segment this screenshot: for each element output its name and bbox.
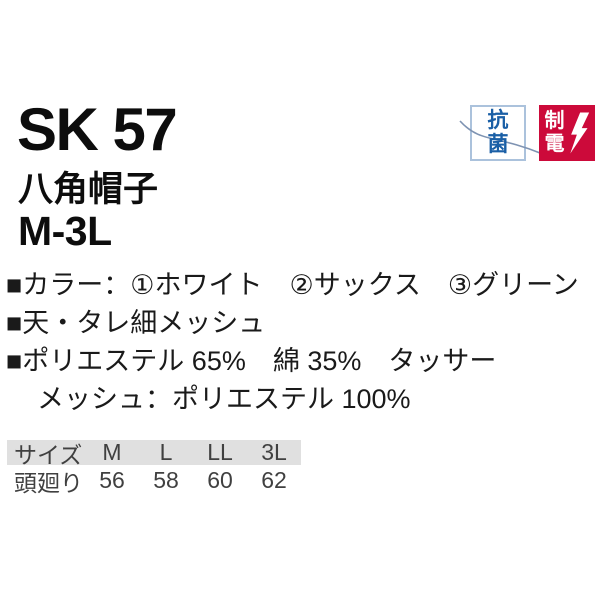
spec-list: ■カラー：①ホワイト ②サックス ③グリーン ■天・タレ細メッシュ ■ポリエステ…	[6, 266, 598, 418]
wave-line-icon	[459, 120, 541, 154]
antibacterial-badge: 抗 菌	[459, 105, 541, 161]
antistatic-badge-label: 制 電	[544, 110, 565, 155]
product-code: SK 57	[17, 96, 178, 163]
spec-line-mesh-material: メッシュ：ポリエステル 100%	[37, 384, 411, 414]
spec-line-color: ■カラー：①ホワイト ②サックス ③グリーン	[6, 270, 579, 300]
size-table-value-ll: 60	[207, 467, 233, 493]
lightning-icon	[569, 112, 589, 154]
size-table-header-ll: LL	[207, 439, 233, 465]
product-size-range: M-3L	[18, 208, 112, 254]
size-table-header-m: M	[102, 439, 122, 465]
antibacterial-badge-label: 抗 菌	[487, 109, 509, 156]
size-table-header-3l: 3L	[261, 439, 287, 465]
size-table-value-3l: 62	[261, 467, 287, 493]
size-table-header-size: サイズ	[14, 441, 83, 468]
spec-line-mesh: ■天・タレ細メッシュ	[6, 308, 266, 338]
size-table-row-label: 頭廻り	[14, 469, 83, 496]
size-table-row-head-circumference: 頭廻り 56 58 60 62	[7, 465, 301, 496]
size-table-header-l: L	[159, 439, 173, 465]
certification-badges: 抗 菌 制 電	[459, 105, 595, 161]
size-table-value-l: 58	[153, 467, 179, 493]
antistatic-badge: 制 電	[539, 105, 595, 161]
spec-line-material: ■ポリエステル 65% 綿 35% タッサー	[6, 346, 497, 376]
size-table: サイズ M L LL 3L 頭廻り 56 58 60 62	[7, 439, 301, 496]
size-table-header-row: サイズ M L LL 3L	[7, 439, 301, 468]
size-table-value-m: 56	[99, 467, 125, 493]
product-name: 八角帽子	[18, 170, 159, 209]
